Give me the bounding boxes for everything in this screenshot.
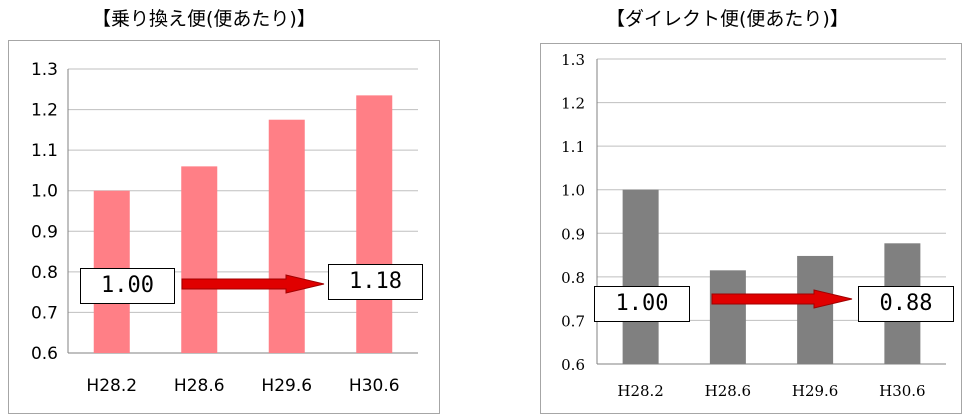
left-bar-chart: 0.6 0.7 0.8 0.9 1.0 1.1 1.2 1.3 H28.2 H28.6 H29.6 H…	[31, 60, 418, 396]
right-start-value-box: 1.00	[594, 286, 690, 322]
left-chart-title: 【乗り換え便(便あたり)】	[92, 8, 316, 30]
right-y-tick-label: 1.1	[561, 138, 585, 156]
left-bar	[268, 119, 305, 353]
right-trend-arrow	[711, 289, 853, 309]
right-y-tick-label: 1.2	[561, 95, 585, 113]
right-bar	[797, 255, 834, 364]
right-end-value-box: 0.88	[858, 286, 954, 322]
right-y-tick-label: 0.7	[561, 312, 585, 330]
left-y-tick-label: 1.2	[31, 101, 58, 121]
right-chart-title: 【ダイレクト便(便あたり)】	[606, 8, 849, 30]
left-y-tick-label: 1.1	[31, 141, 58, 161]
right-y-tick-label: 1.3	[561, 51, 585, 69]
right-bar	[622, 189, 659, 364]
left-x-tick-label: H28.6	[174, 376, 225, 396]
left-end-value-box: 1.18	[328, 264, 423, 300]
right-y-tick-label: 0.6	[561, 356, 585, 374]
arrows	[181, 274, 853, 309]
left-x-tick-label: H29.6	[261, 376, 312, 396]
right-x-tick-label: H30.6	[879, 382, 925, 400]
left-y-tick-label: 0.6	[31, 344, 58, 364]
left-x-tick-label: H30.6	[349, 376, 400, 396]
right-y-tick-label: 0.8	[561, 269, 585, 287]
left-y-tick-label: 1.0	[31, 182, 58, 202]
left-bar	[356, 95, 393, 353]
left-start-value-box: 1.00	[80, 268, 175, 304]
left-y-tick-label: 0.9	[31, 222, 58, 242]
right-y-tick-label: 0.9	[561, 225, 585, 243]
left-x-tick-label: H28.2	[86, 376, 137, 396]
right-bar	[709, 270, 746, 364]
left-y-tick-label: 0.8	[31, 263, 58, 283]
right-x-tick-label: H29.6	[792, 382, 838, 400]
left-bar	[181, 166, 218, 353]
left-trend-arrow	[181, 274, 325, 294]
right-bar-chart: 0.6 0.7 0.8 0.9 1.0 1.1 1.2 1.3 H28.2 H28.6 H29.6 H…	[561, 51, 946, 400]
right-y-tick-label: 1.0	[561, 182, 585, 200]
left-y-tick-label: 1.3	[31, 60, 58, 80]
right-x-tick-label: H28.6	[705, 382, 751, 400]
right-x-tick-label: H28.2	[617, 382, 663, 400]
left-y-tick-label: 0.7	[31, 303, 58, 323]
